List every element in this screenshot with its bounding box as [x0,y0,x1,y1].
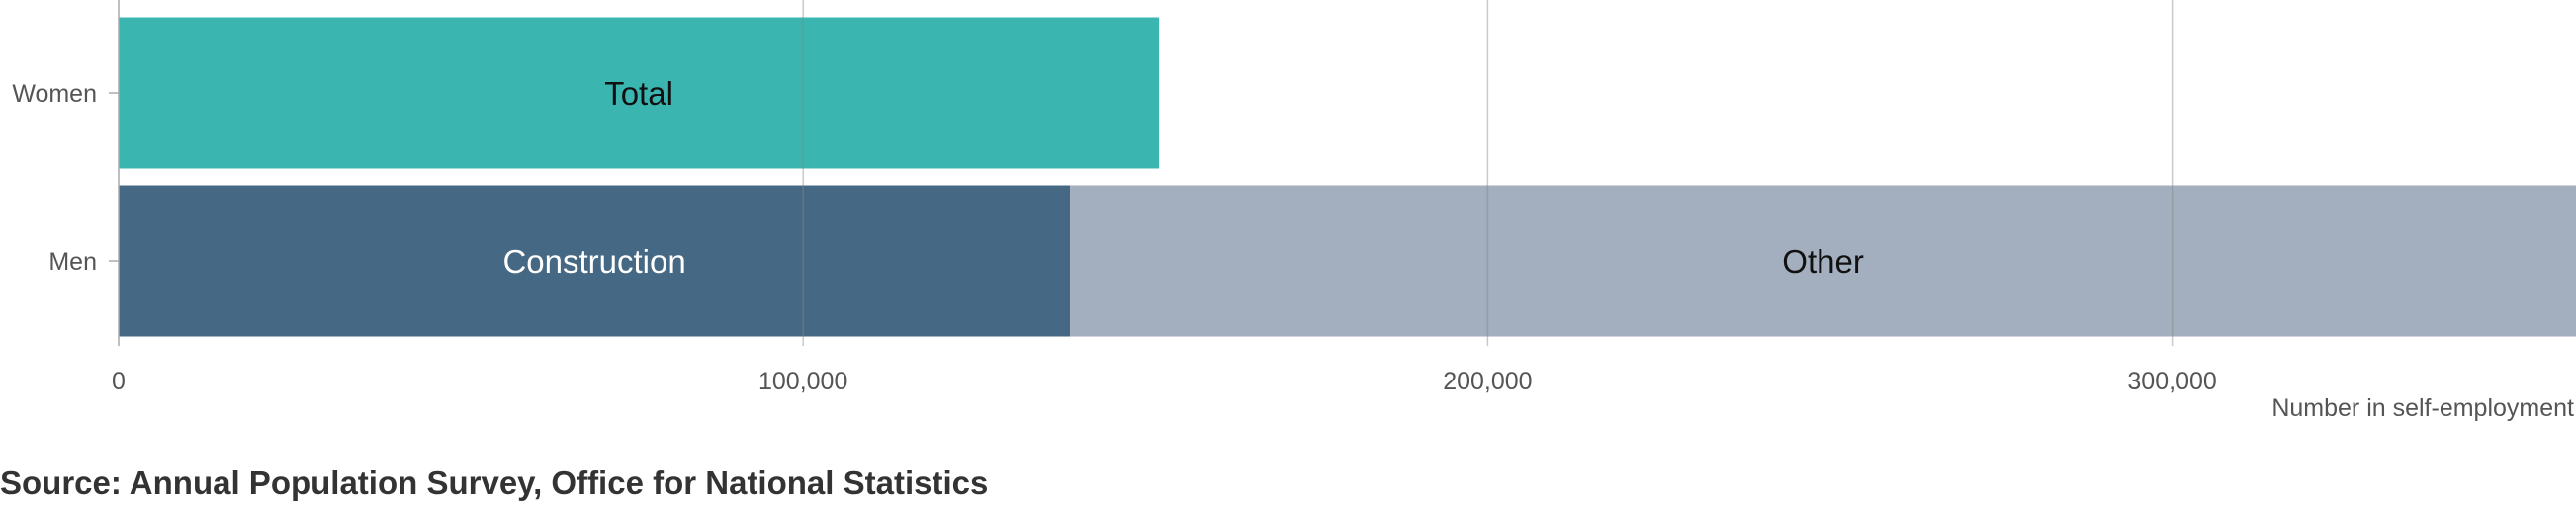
source-note: Source: Annual Population Survey, Office… [0,465,989,501]
bar-label-total: Total [604,75,673,112]
bar-chart: Total Construction Other Women Men 0 100,000 2… [12,0,2576,422]
bar-women-total [119,17,1160,169]
bars: Total Construction Other [119,17,2576,337]
x-axis-title: Number in self-employment [2271,394,2574,422]
x-tick-label: 0 [112,368,126,395]
bar-label-construction: Construction [502,243,685,280]
axes: Women Men 0 100,000 200,000 300,000 Number in … [12,0,2574,422]
y-tick-label-men: Men [48,248,97,276]
y-tick-label-women: Women [12,80,97,108]
bar-men-construction [119,185,1071,337]
x-tick-label: 100,000 [758,368,847,395]
x-tick-label: 200,000 [1443,368,1532,395]
bar-men-other [1070,185,2576,337]
x-tick-label: 300,000 [2127,368,2216,395]
bar-label-other: Other [1782,243,1864,280]
